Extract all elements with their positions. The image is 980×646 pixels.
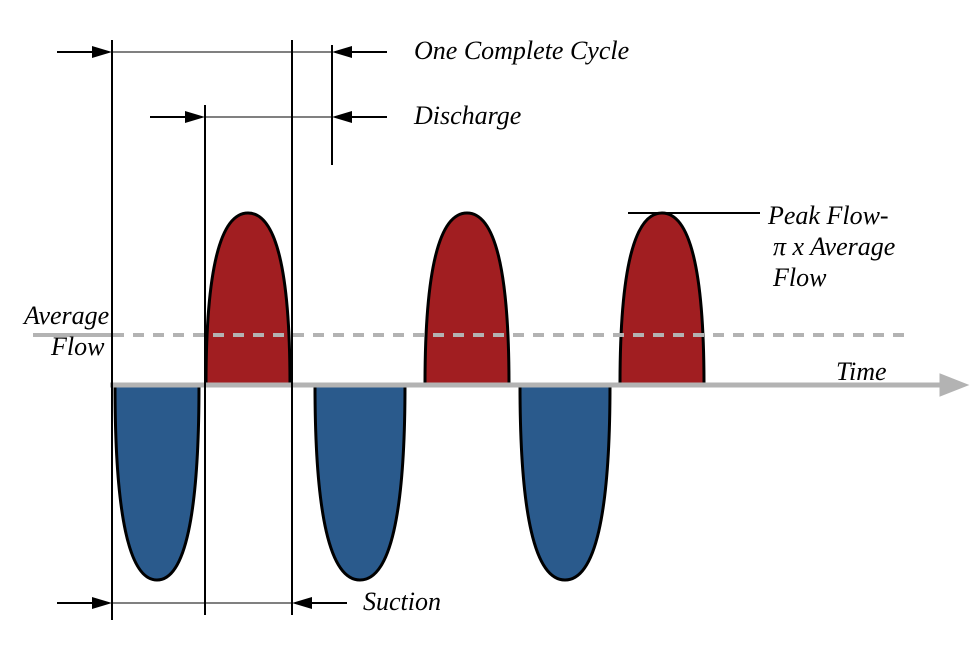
label-peak-flow-line1: Peak Flow- (767, 201, 889, 230)
label-peak-flow-line2: π x Average (773, 232, 895, 261)
label-discharge: Discharge (413, 101, 521, 130)
label-one-complete-cycle: One Complete Cycle (414, 36, 629, 65)
label-average-flow-line2: Flow (50, 332, 105, 361)
label-suction: Suction (363, 587, 441, 616)
label-time: Time (836, 357, 887, 386)
label-peak-flow-line3: Flow (772, 263, 827, 292)
label-average-flow-line1: Average (22, 301, 109, 330)
